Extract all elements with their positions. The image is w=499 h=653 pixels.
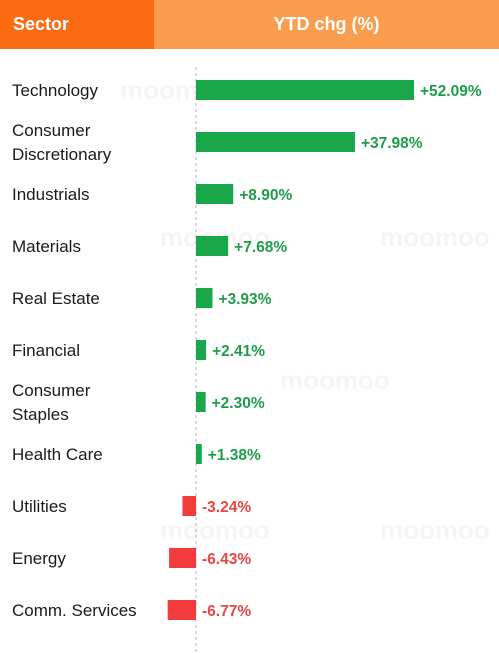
chart-row: Utilities -3.24% [12,496,251,516]
positive-bar [196,184,234,204]
chart-row: Energy -6.43% [12,548,251,568]
category-label: Utilities [12,497,67,516]
watermark-text: moomoo [280,365,390,395]
chart-row: Technology +52.09% [12,80,482,100]
category-label: Technology [12,81,99,100]
watermark-text: moomoo [380,515,490,545]
chart-rows: Technology +52.09% Consumer Discretionary +3… [12,80,482,620]
category-label-line: Consumer [12,381,91,400]
value-label: +8.90% [239,187,292,204]
category-label: Financial [12,341,80,360]
positive-bar [196,80,414,100]
chart-row: Consumer Staples +2.30% [12,381,265,424]
chart-row: Real Estate +3.93% [12,288,272,308]
sector-column-header: Sector [0,0,154,49]
positive-bar [196,392,206,412]
watermark-text: moomoo [160,515,270,545]
value-label: +52.09% [420,83,482,100]
ytd-change-column-header: YTD chg (%) [154,0,499,49]
positive-bar [196,236,229,256]
category-label: Consumer Discretionary [12,121,112,164]
watermark-text: moomoo [380,222,490,252]
value-label: -6.43% [202,551,251,568]
positive-bar [196,444,202,464]
category-label: Health Care [12,445,103,464]
category-label: Comm. Services [12,601,137,620]
value-label: +2.41% [212,343,265,360]
category-label: Energy [12,549,66,568]
value-label: +1.38% [208,447,261,464]
value-label: +2.30% [212,395,265,412]
negative-bar [169,548,196,568]
chart-row: Materials +7.68% [12,236,287,256]
positive-bar [196,132,355,152]
value-label: -6.77% [202,603,251,620]
category-label-line: Consumer [12,121,91,140]
value-label: -3.24% [202,499,251,516]
chart-row: Consumer Discretionary +37.98% [12,121,423,164]
value-label: +3.93% [218,291,271,308]
sector-ytd-bar-chart: moomoomoomoomoomoomoomoomoomoomoomoo Tec… [12,67,490,653]
category-label: Consumer Staples [12,381,91,424]
positive-bar [196,340,207,360]
category-label: Industrials [12,185,89,204]
chart-row: Industrials +8.90% [12,184,292,204]
chart-row: Comm. Services -6.77% [12,600,251,620]
category-label: Materials [12,237,81,256]
value-label: +37.98% [361,135,423,152]
chart-row: Health Care +1.38% [12,444,261,464]
category-label-line: Discretionary [12,145,112,164]
value-label: +7.68% [234,239,287,256]
negative-bar [167,600,196,620]
chart-row: Financial +2.41% [12,340,265,360]
category-label: Real Estate [12,289,100,308]
positive-bar [196,288,213,308]
negative-bar [182,496,196,516]
category-label-line: Staples [12,405,69,424]
table-header: Sector YTD chg (%) [0,0,499,49]
